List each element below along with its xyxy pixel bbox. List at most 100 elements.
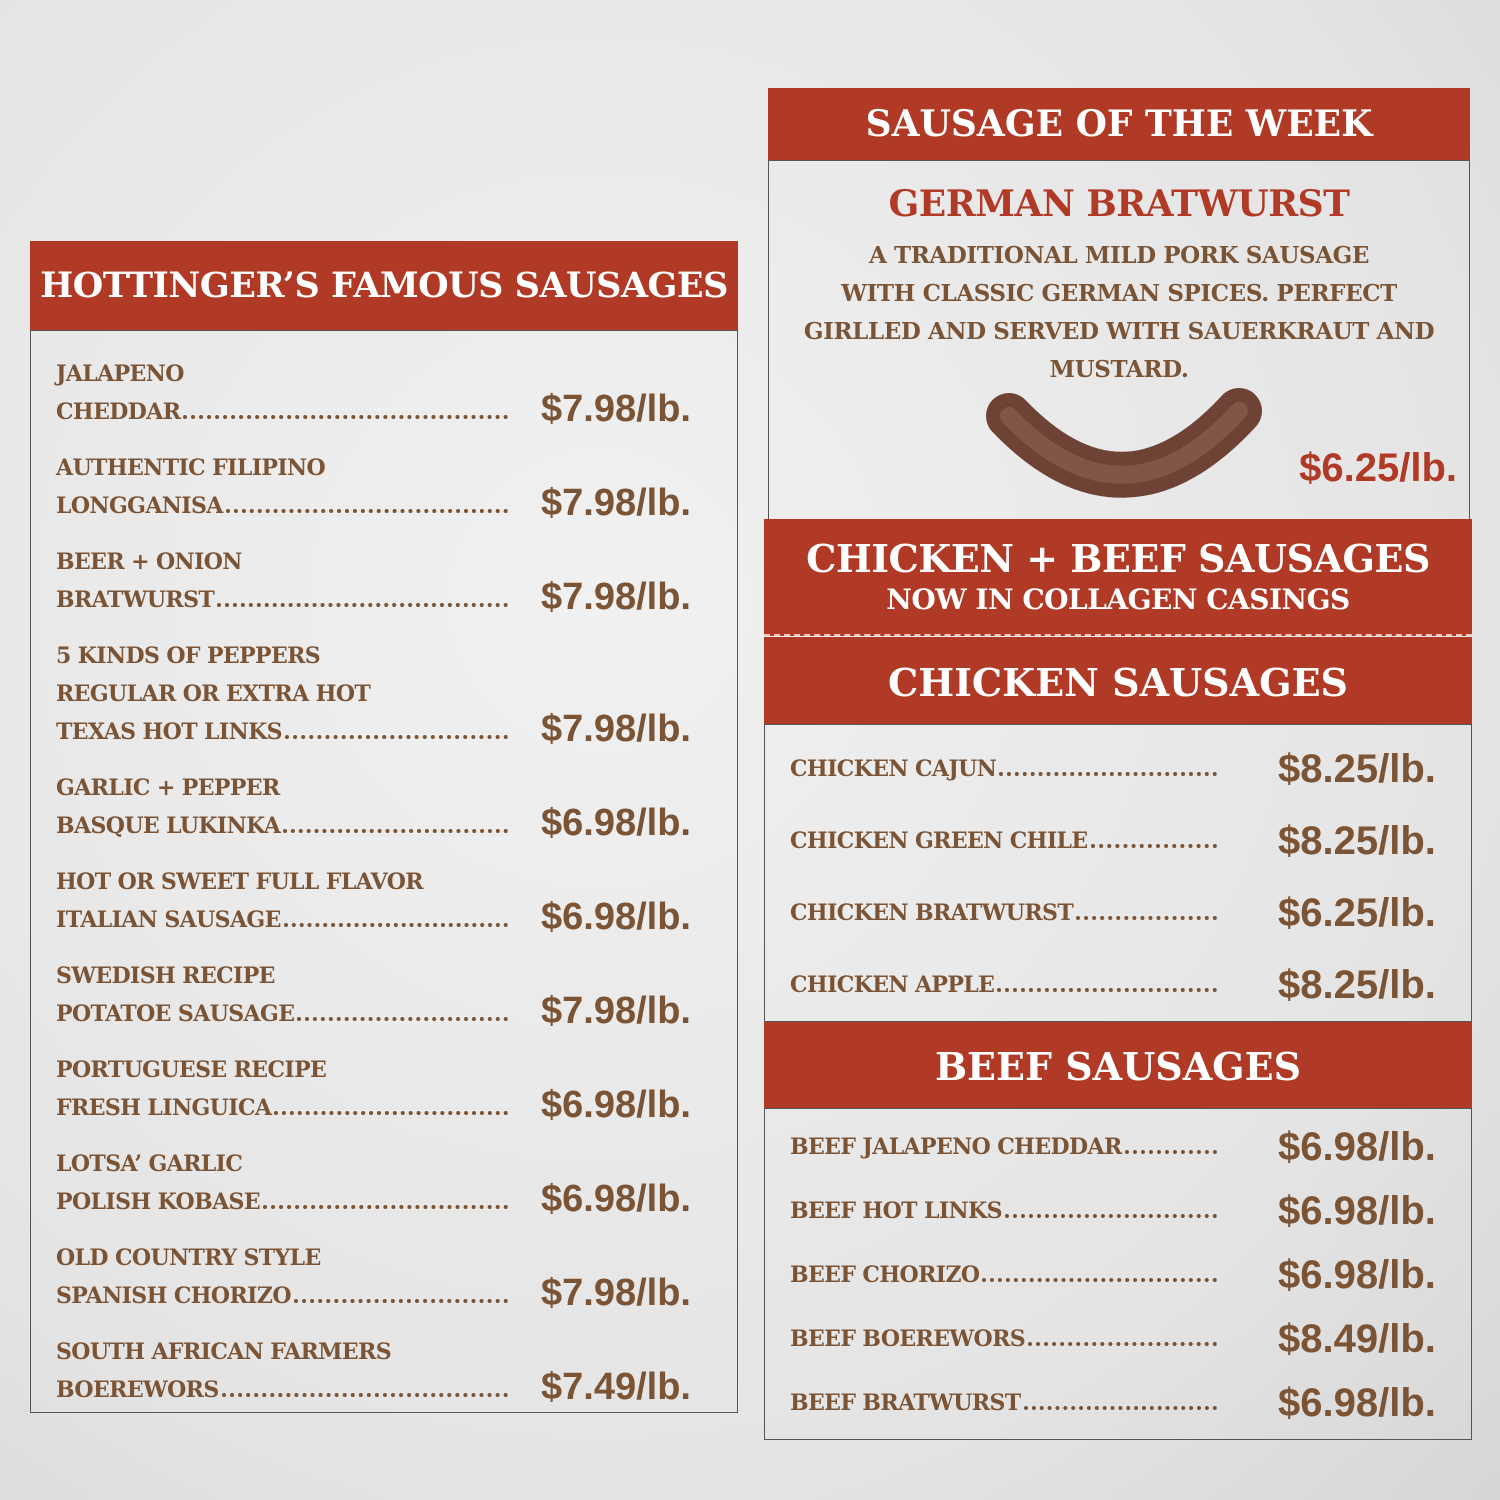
dot-leader (1028, 1342, 1217, 1346)
item-price: $7.49/lb. (541, 1366, 691, 1408)
menu-item: BEEF CHORIZO $6.98/lb. (765, 1243, 1471, 1307)
dot-leader (297, 1017, 508, 1021)
item-name: BEEF CHORIZO (790, 1262, 980, 1288)
chicken-list: CHICKEN CAJUN $8.25/lb. CHICKEN GREEN CHIL… (764, 724, 1472, 1022)
item-last-line: BOEREWORS (56, 1371, 508, 1409)
menu-item: PORTUGUESE RECIPE FRESH LINGUICA $6.98/lb. (31, 1051, 737, 1127)
item-last-line: CHICKEN APPLE (765, 966, 1217, 1004)
item-price: $6.98/lb. (541, 1084, 691, 1126)
item-name: SWEDISH RECIPE (56, 963, 275, 989)
item-name: CHEDDAR (56, 399, 181, 425)
item-name: AUTHENTIC FILIPINO (56, 455, 326, 481)
dot-leader (999, 772, 1217, 776)
menu-item: CHICKEN BRATWURST $6.25/lb. (765, 877, 1471, 949)
item-price: $7.98/lb. (541, 576, 691, 618)
weekly-title: SAUSAGE OF THE WEEK (768, 88, 1470, 160)
item-last-line: BASQUE LUKINKA (56, 807, 508, 845)
weekly-name: GERMAN BRATWURST (888, 183, 1350, 225)
item-price: $7.98/lb. (541, 708, 691, 750)
item-name: OLD COUNTRY STYLE (56, 1245, 321, 1271)
item-price: $8.25/lb. (1278, 818, 1436, 863)
weekly-description: A TRADITIONAL MILD PORK SAUSAGE WITH CLAS… (769, 237, 1469, 389)
item-price: $6.98/lb. (541, 896, 691, 938)
description-line: GIRLLED AND SERVED WITH SAUERKRAUT AND (803, 318, 1435, 345)
menu-item: CHICKEN APPLE $8.25/lb. (765, 949, 1471, 1021)
item-last-line: TEXAS HOT LINKS (56, 713, 508, 751)
item-last-line: LONGGANISA (56, 487, 508, 525)
item-name: BEEF BRATWURST (790, 1390, 1021, 1416)
dot-leader (225, 509, 508, 513)
item-name: ITALIAN SAUSAGE (56, 907, 281, 933)
item-last-line: CHEDDAR (56, 393, 508, 431)
item-name: FRESH LINGUICA (56, 1095, 272, 1121)
menu-item: BEEF BOEREWORS $8.49/lb. (765, 1307, 1471, 1371)
item-name: PORTUGUESE RECIPE (56, 1057, 327, 1083)
item-price: $6.98/lb. (541, 1178, 691, 1220)
item-name: BEEF BOEREWORS (790, 1326, 1026, 1352)
menu-item: BEER + ONION BRATWURST $7.98/lb. (31, 543, 737, 619)
dot-leader (263, 1205, 508, 1209)
item-name: CHICKEN CAJUN (790, 756, 997, 782)
item-names: OLD COUNTRY STYLE SPANISH CHORIZO (31, 1239, 508, 1315)
item-price: $7.98/lb. (541, 990, 691, 1032)
item-name: CHICKEN BRATWURST (790, 900, 1074, 926)
item-name: BEEF HOT LINKS (790, 1198, 1002, 1224)
item-last-line: BEEF BRATWURST (765, 1384, 1217, 1422)
description-line: MUSTARD. (1049, 356, 1189, 383)
beef-list: BEEF JALAPENO CHEDDAR $6.98/lb. BEEF HOT L… (764, 1108, 1472, 1440)
item-price: $6.98/lb. (1278, 1380, 1436, 1425)
menu-item: AUTHENTIC FILIPINO LONGGANISA $7.98/lb. (31, 449, 737, 525)
item-last-line: BEEF JALAPENO CHEDDAR (765, 1128, 1217, 1166)
item-last-line: POTATOE SAUSAGE (56, 995, 508, 1033)
dot-leader (274, 1111, 508, 1115)
dot-leader (1076, 916, 1217, 920)
famous-list: JALAPENO CHEDDAR $7.98/lb. AUTHENTIC FILIPI… (30, 330, 738, 1413)
menu-item: CHICKEN GREEN CHILE $8.25/lb. (765, 805, 1471, 877)
item-name: BRATWURST (56, 587, 215, 613)
item-name: LONGGANISA (56, 493, 223, 519)
item-name: CHICKEN APPLE (790, 972, 995, 998)
menu-item: GARLIC + PEPPER BASQUE LUKINKA $6.98/lb. (31, 769, 737, 845)
item-last-line: SPANISH CHORIZO (56, 1277, 508, 1315)
item-names: GARLIC + PEPPER BASQUE LUKINKA (31, 769, 508, 845)
item-last-line: BEEF CHORIZO (765, 1256, 1217, 1294)
item-names: LOTSA’ GARLIC POLISH KOBASE (31, 1145, 508, 1221)
menu-item: SWEDISH RECIPE POTATOE SAUSAGE $7.98/lb. (31, 957, 737, 1033)
dot-leader (1090, 844, 1217, 848)
item-name: SPANISH CHORIZO (56, 1283, 292, 1309)
dot-leader (1023, 1406, 1217, 1410)
weekly-box: GERMAN BRATWURST A TRADITIONAL MILD PORK… (768, 160, 1470, 520)
item-name: HOT OR SWEET FULL FLAVOR (56, 869, 424, 895)
dot-leader (293, 1299, 508, 1303)
dot-leader (183, 415, 508, 419)
item-price: $8.49/lb. (1278, 1316, 1436, 1361)
menu-item: BEEF HOT LINKS $6.98/lb. (765, 1179, 1471, 1243)
menu-item: LOTSA’ GARLIC POLISH KOBASE $6.98/lb. (31, 1145, 737, 1221)
item-last-line: POLISH KOBASE (56, 1183, 508, 1221)
collagen-subtitle: NOW IN COLLAGEN CASINGS (886, 583, 1350, 616)
item-last-line: BEEF BOEREWORS (765, 1320, 1217, 1358)
item-name: GARLIC + PEPPER (56, 775, 280, 801)
item-last-line: FRESH LINGUICA (56, 1089, 508, 1127)
menu-item: CHICKEN CAJUN $8.25/lb. (765, 733, 1471, 805)
item-name: BASQUE LUKINKA (56, 813, 281, 839)
chicken-title: CHICKEN SAUSAGES (764, 637, 1472, 724)
item-last-line: BEEF HOT LINKS (765, 1192, 1217, 1230)
item-name: TEXAS HOT LINKS (56, 719, 283, 745)
item-name: BOEREWORS (56, 1377, 219, 1403)
dot-leader (217, 603, 508, 607)
item-name: REGULAR OR EXTRA HOT (56, 681, 371, 707)
weekly-price: $6.25/lb. (1299, 446, 1457, 490)
item-names: JALAPENO CHEDDAR (31, 355, 508, 431)
item-name: BEEF JALAPENO CHEDDAR (790, 1134, 1122, 1160)
item-last-line: CHICKEN GREEN CHILE (765, 822, 1217, 860)
menu-item: OLD COUNTRY STYLE SPANISH CHORIZO $7.98/lb… (31, 1239, 737, 1315)
item-last-line: BRATWURST (56, 581, 508, 619)
dot-leader (1004, 1214, 1217, 1218)
description-line: A TRADITIONAL MILD PORK SAUSAGE (868, 242, 1370, 269)
item-price: $6.98/lb. (1278, 1124, 1436, 1169)
item-names: SWEDISH RECIPE POTATOE SAUSAGE (31, 957, 508, 1033)
item-name: JALAPENO (56, 361, 184, 387)
item-name: CHICKEN GREEN CHILE (790, 828, 1088, 854)
item-names: SOUTH AFRICAN FARMERS BOEREWORS (31, 1333, 508, 1409)
